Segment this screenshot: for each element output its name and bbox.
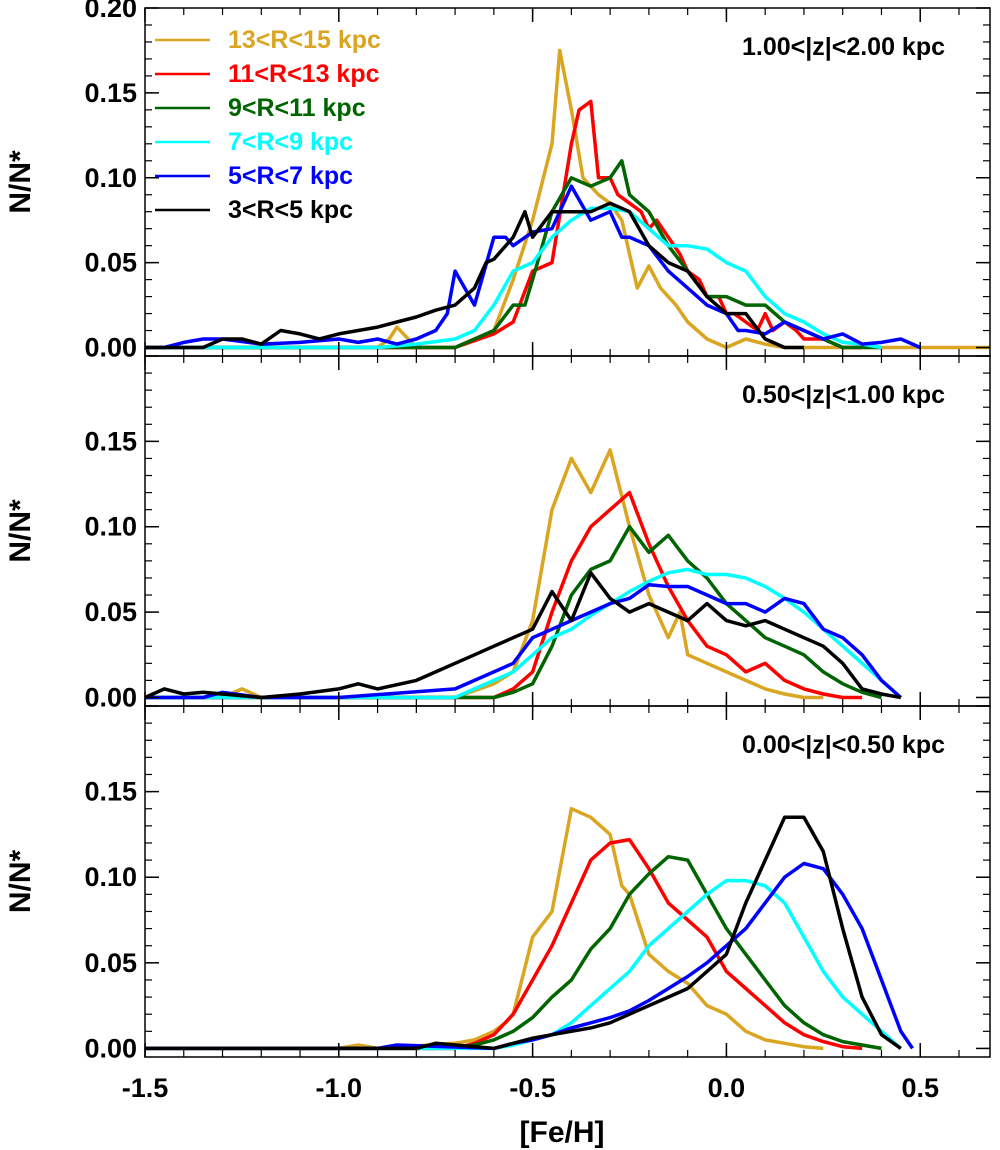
- y-axis-title: N/N*: [4, 499, 37, 563]
- panel-frame: [144, 705, 991, 1058]
- y-axis-title: N/N*: [4, 850, 37, 914]
- legend: 13<R<15 kpc 11<R<13 kpc 9<R<11 kpc 7<R<9 kp…: [155, 26, 381, 224]
- y-tick-label: 0.15: [84, 777, 137, 807]
- x-tick-label: -1.5: [122, 1073, 169, 1103]
- series-line: [145, 583, 902, 700]
- legend-label: 11<R<13 kpc: [228, 60, 380, 88]
- series-line: [145, 201, 804, 350]
- panel-label: 0.50<|z|<1.00 kpc: [742, 381, 945, 409]
- panel-label: 0.00<|z|<0.50 kpc: [742, 731, 945, 759]
- x-tick-label: 0.0: [708, 1073, 746, 1103]
- y-tick-label: 0.05: [84, 597, 137, 627]
- series-line: [145, 837, 863, 1051]
- y-tick-label: 0.15: [84, 78, 137, 108]
- series-line: [145, 806, 824, 1051]
- x-tick-label: -1.0: [316, 1073, 363, 1103]
- y-tick-label: 0.00: [84, 682, 137, 712]
- y-tick-label: 0.10: [84, 862, 137, 892]
- panel-label: 1.00<|z|<2.00 kpc: [742, 33, 945, 61]
- x-axis-title: [Fe/H]: [520, 1116, 605, 1149]
- y-tick-label: 0.05: [84, 248, 137, 278]
- y-tick-label: 0.00: [84, 333, 137, 363]
- panel-1: 0.00 0.05 0.10 0.15 0.20 N/N* 1.00<|z|<2.00 kp…: [4, 0, 991, 363]
- panel-2: 0.00 0.05 0.10 0.15 N/N* 0.50<|z|<1.00 kpc: [4, 355, 991, 712]
- y-axis-title: N/N*: [4, 150, 37, 214]
- panel-3: 0.00 0.05 0.10 0.15 N/N* 0.00<|z|<0.50 kpc: [4, 705, 991, 1063]
- legend-label: 7<R<9 kpc: [228, 128, 353, 156]
- series-line: [145, 206, 882, 350]
- x-tick-label: -0.5: [509, 1073, 556, 1103]
- legend-label: 3<R<5 kpc: [228, 196, 353, 224]
- series-line: [145, 524, 882, 700]
- y-tick-label: 0.00: [84, 1033, 137, 1063]
- legend-label: 13<R<15 kpc: [228, 26, 381, 54]
- y-tick-label: 0.10: [84, 163, 137, 193]
- legend-label: 9<R<11 kpc: [228, 94, 366, 122]
- y-tick-label: 0.15: [84, 426, 137, 456]
- series-line: [144, 571, 902, 700]
- y-tick-label: 0.20: [84, 0, 137, 23]
- x-tick-label: 0.5: [901, 1073, 939, 1103]
- series-line: [145, 854, 882, 1051]
- y-tick-label: 0.05: [84, 948, 137, 978]
- y-tick-label: 0.10: [84, 512, 137, 542]
- legend-label: 5<R<7 kpc: [228, 162, 353, 190]
- series-line: [145, 815, 902, 1051]
- series-line: [145, 184, 921, 350]
